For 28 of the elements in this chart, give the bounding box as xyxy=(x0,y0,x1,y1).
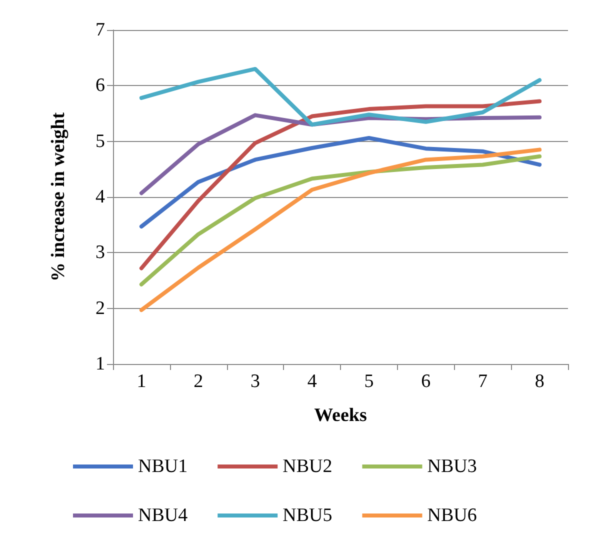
legend-label: NBU4 xyxy=(138,505,188,526)
line-series xyxy=(139,66,542,127)
y-tick-label: 1 xyxy=(96,354,105,374)
y-tick-label: 6 xyxy=(96,75,105,96)
y-tick-label: 7 xyxy=(96,20,105,40)
x-tick-label: 6 xyxy=(421,371,431,392)
legend-label: NBU1 xyxy=(138,456,188,477)
legend-label: NBU6 xyxy=(427,505,477,526)
x-tick-label: 7 xyxy=(478,371,488,392)
x-tick-label: 3 xyxy=(250,371,260,392)
y-axis-title: % increase in weight xyxy=(48,112,69,282)
line-series xyxy=(139,136,542,229)
line-series xyxy=(139,154,542,286)
x-tick-label: 1 xyxy=(136,371,146,392)
x-tick-label: 8 xyxy=(534,371,544,392)
y-tick-label: 3 xyxy=(96,242,105,264)
x-tick-label: 5 xyxy=(364,371,374,392)
legend-label: NBU3 xyxy=(427,456,477,477)
legend-label: NBU5 xyxy=(282,505,332,526)
line-series xyxy=(139,148,542,312)
y-tick-label: 5 xyxy=(96,130,105,152)
legend-label: NBU2 xyxy=(282,456,332,477)
y-tick-label: 4 xyxy=(96,186,106,208)
x-axis-title: Weeks xyxy=(314,405,367,426)
line-series xyxy=(139,99,542,270)
x-tick-label: 2 xyxy=(194,371,204,392)
x-tick-label: 4 xyxy=(307,371,318,392)
y-tick-label: 2 xyxy=(96,298,105,319)
